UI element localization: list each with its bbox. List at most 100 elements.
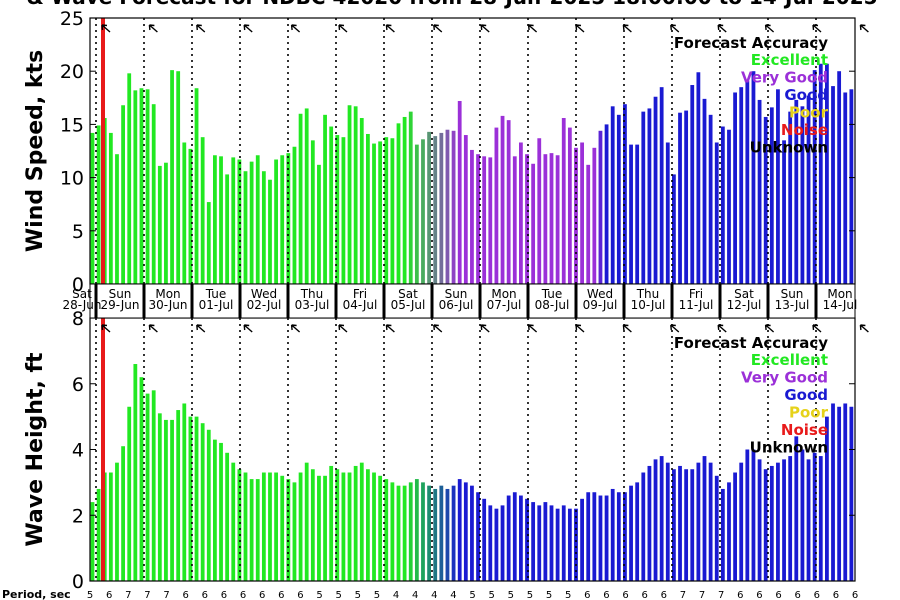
wave-wind-arrow-icon: [338, 324, 348, 333]
wind-bar: [641, 111, 646, 284]
wind-bar: [310, 140, 315, 284]
wave-wind-arrow-icon: [243, 324, 253, 333]
period-value: 5: [565, 590, 571, 600]
period-value: 7: [144, 590, 150, 600]
date-label: 12-Jul: [727, 298, 762, 312]
chart-title: & Wave Forecast for NDBC 42020 from 28-J…: [26, 0, 877, 9]
wind-bar: [219, 156, 223, 284]
wind-bar: [763, 116, 768, 285]
wind-bar: [280, 155, 285, 284]
wave-bar: [659, 456, 664, 581]
wind-bar: [200, 137, 205, 284]
wind-bar: [206, 202, 211, 284]
wind-bar: [463, 135, 468, 284]
period-value: 6: [221, 590, 227, 600]
wind-wind-arrow-icon: [290, 24, 301, 33]
wind-bar: [488, 157, 493, 284]
period-value: 6: [259, 590, 265, 600]
wave-bar: [604, 495, 609, 581]
day-of-week-label: Sat: [734, 287, 754, 301]
period-value: 7: [718, 590, 724, 600]
wave-bar: [353, 465, 358, 581]
date-label: 06-Jul: [439, 298, 474, 312]
wave-bar: [347, 472, 352, 581]
wind-bar: [317, 164, 321, 284]
wave-bar: [684, 469, 689, 581]
wave-wind-arrow-icon: [196, 324, 206, 333]
date-label: 08-Jul: [535, 298, 570, 312]
period-value: 6: [833, 590, 839, 600]
wave-bar: [108, 472, 113, 581]
wave-bar: [678, 465, 682, 581]
wind-legend-entry: Excellent: [751, 51, 828, 69]
wind-bar: [506, 120, 511, 284]
date-label: 07-Jul: [487, 298, 522, 312]
wind-bar: [727, 129, 731, 284]
wave-bar: [751, 449, 756, 581]
wave-bar: [237, 469, 242, 581]
wind-bar: [794, 99, 799, 284]
period-value: 6: [737, 590, 743, 600]
wave-bar: [255, 479, 260, 581]
wind-bar: [843, 92, 848, 284]
wind-bar: [341, 137, 346, 284]
wind-bar: [225, 174, 230, 284]
wind-bar: [720, 126, 725, 284]
wind-ytick-label: 10: [60, 168, 84, 190]
wave-bar: [696, 462, 701, 581]
wind-bar: [164, 162, 168, 284]
wind-ytick-label: 25: [60, 8, 84, 30]
wind-bar: [347, 105, 352, 284]
wave-bar: [800, 449, 805, 581]
wind-bar: [396, 123, 401, 284]
wind-bar: [237, 159, 242, 284]
wind-bar: [653, 96, 658, 285]
wave-bar: [225, 452, 230, 581]
wind-wind-arrow-icon: [575, 24, 585, 33]
wind-bar: [121, 105, 125, 284]
wave-legend-entry: Excellent: [751, 351, 828, 369]
period-value: 7: [163, 590, 169, 600]
day-of-week-label: Sun: [445, 287, 468, 301]
wave-bar: [157, 413, 162, 581]
wave-bar: [378, 475, 383, 581]
wave-bar: [243, 472, 248, 581]
wind-bar: [323, 114, 327, 284]
period-value: 5: [335, 590, 341, 600]
wave-bar: [341, 472, 346, 581]
wave-bar: [745, 449, 750, 581]
wave-bar: [825, 416, 829, 581]
wind-bar: [96, 125, 101, 285]
wind-bar: [788, 111, 793, 284]
wave-legend-entry: Unknown: [750, 439, 828, 457]
period-value: 5: [527, 590, 533, 600]
period-value: 5: [508, 590, 514, 600]
wave-legend-entry: Poor: [789, 404, 829, 422]
wind-bar: [519, 142, 523, 284]
wave-bar: [500, 505, 505, 581]
wave-bar: [763, 469, 768, 581]
wave-bar: [292, 482, 297, 581]
wind-bar: [812, 70, 817, 284]
wind-bar: [592, 147, 597, 284]
wind-legend-entry: Good: [784, 86, 828, 104]
wind-bar: [378, 141, 383, 284]
wind-bar: [292, 146, 297, 284]
period-value: 6: [603, 590, 609, 600]
wave-bar: [616, 492, 621, 581]
wind-ytick-label: 20: [60, 61, 84, 83]
wind-bar: [806, 95, 811, 284]
wave-bar: [635, 482, 640, 581]
wave-bar: [470, 485, 474, 581]
day-of-week-label: Wed: [587, 287, 613, 301]
wind-bar: [445, 129, 450, 284]
wind-bar: [739, 87, 744, 284]
wind-wind-arrow-icon: [764, 24, 775, 33]
wave-bar: [494, 508, 499, 581]
wind-bar: [549, 153, 554, 284]
wind-bar: [157, 165, 162, 284]
wave-wind-arrow-icon: [764, 324, 775, 333]
wind-bar: [255, 155, 260, 284]
wave-bar: [531, 502, 536, 581]
wave-bar: [200, 423, 205, 581]
